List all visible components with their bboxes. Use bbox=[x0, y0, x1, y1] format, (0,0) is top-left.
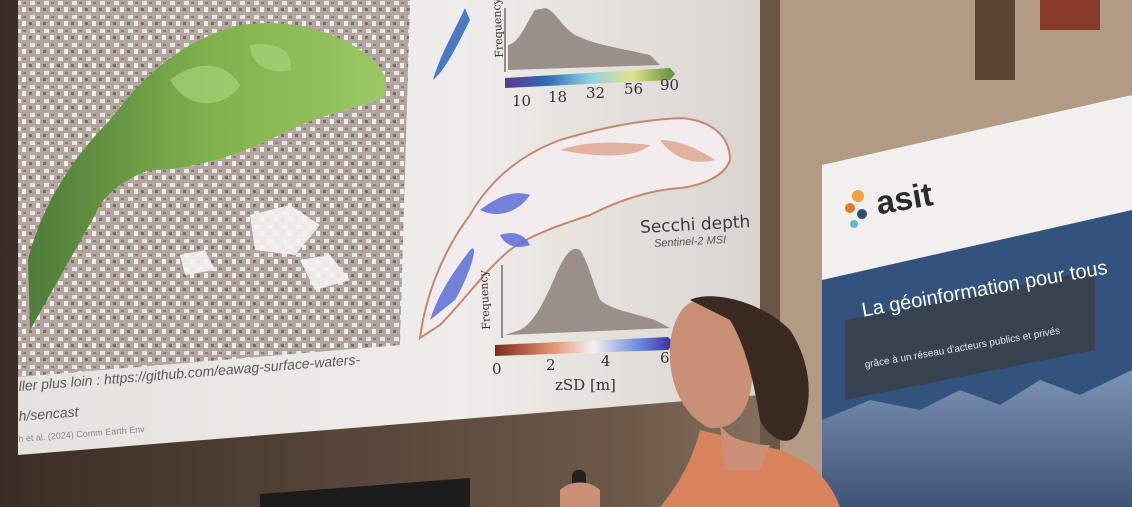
legend-bottom-tick-3: 4 bbox=[601, 352, 611, 370]
xlabel-bottom: zSD [m] bbox=[555, 376, 616, 394]
legend-top-tick-1: 10 bbox=[512, 92, 532, 110]
laptop bbox=[260, 478, 470, 507]
legend-top-tick-2: 18 bbox=[548, 88, 568, 106]
legend-top-tick-5: 90 bbox=[660, 76, 680, 94]
lake-map-small bbox=[433, 8, 470, 80]
legend-top-tick-3: 32 bbox=[586, 84, 606, 102]
legend-bottom-tick-1: 0 bbox=[492, 360, 502, 378]
lake-chlorophyll-map bbox=[28, 22, 386, 331]
colorbar-top bbox=[505, 68, 675, 88]
legend-bottom-tick-4: 6 bbox=[660, 349, 670, 367]
histogram-bottom bbox=[505, 248, 670, 335]
histogram-top bbox=[508, 8, 660, 70]
colorbar-bottom bbox=[495, 337, 674, 356]
presenter bbox=[560, 296, 840, 507]
legend-top-tick-4: 56 bbox=[624, 80, 644, 98]
asit-logo-icon bbox=[845, 190, 867, 228]
legend-bottom-tick-2: 2 bbox=[546, 356, 556, 374]
